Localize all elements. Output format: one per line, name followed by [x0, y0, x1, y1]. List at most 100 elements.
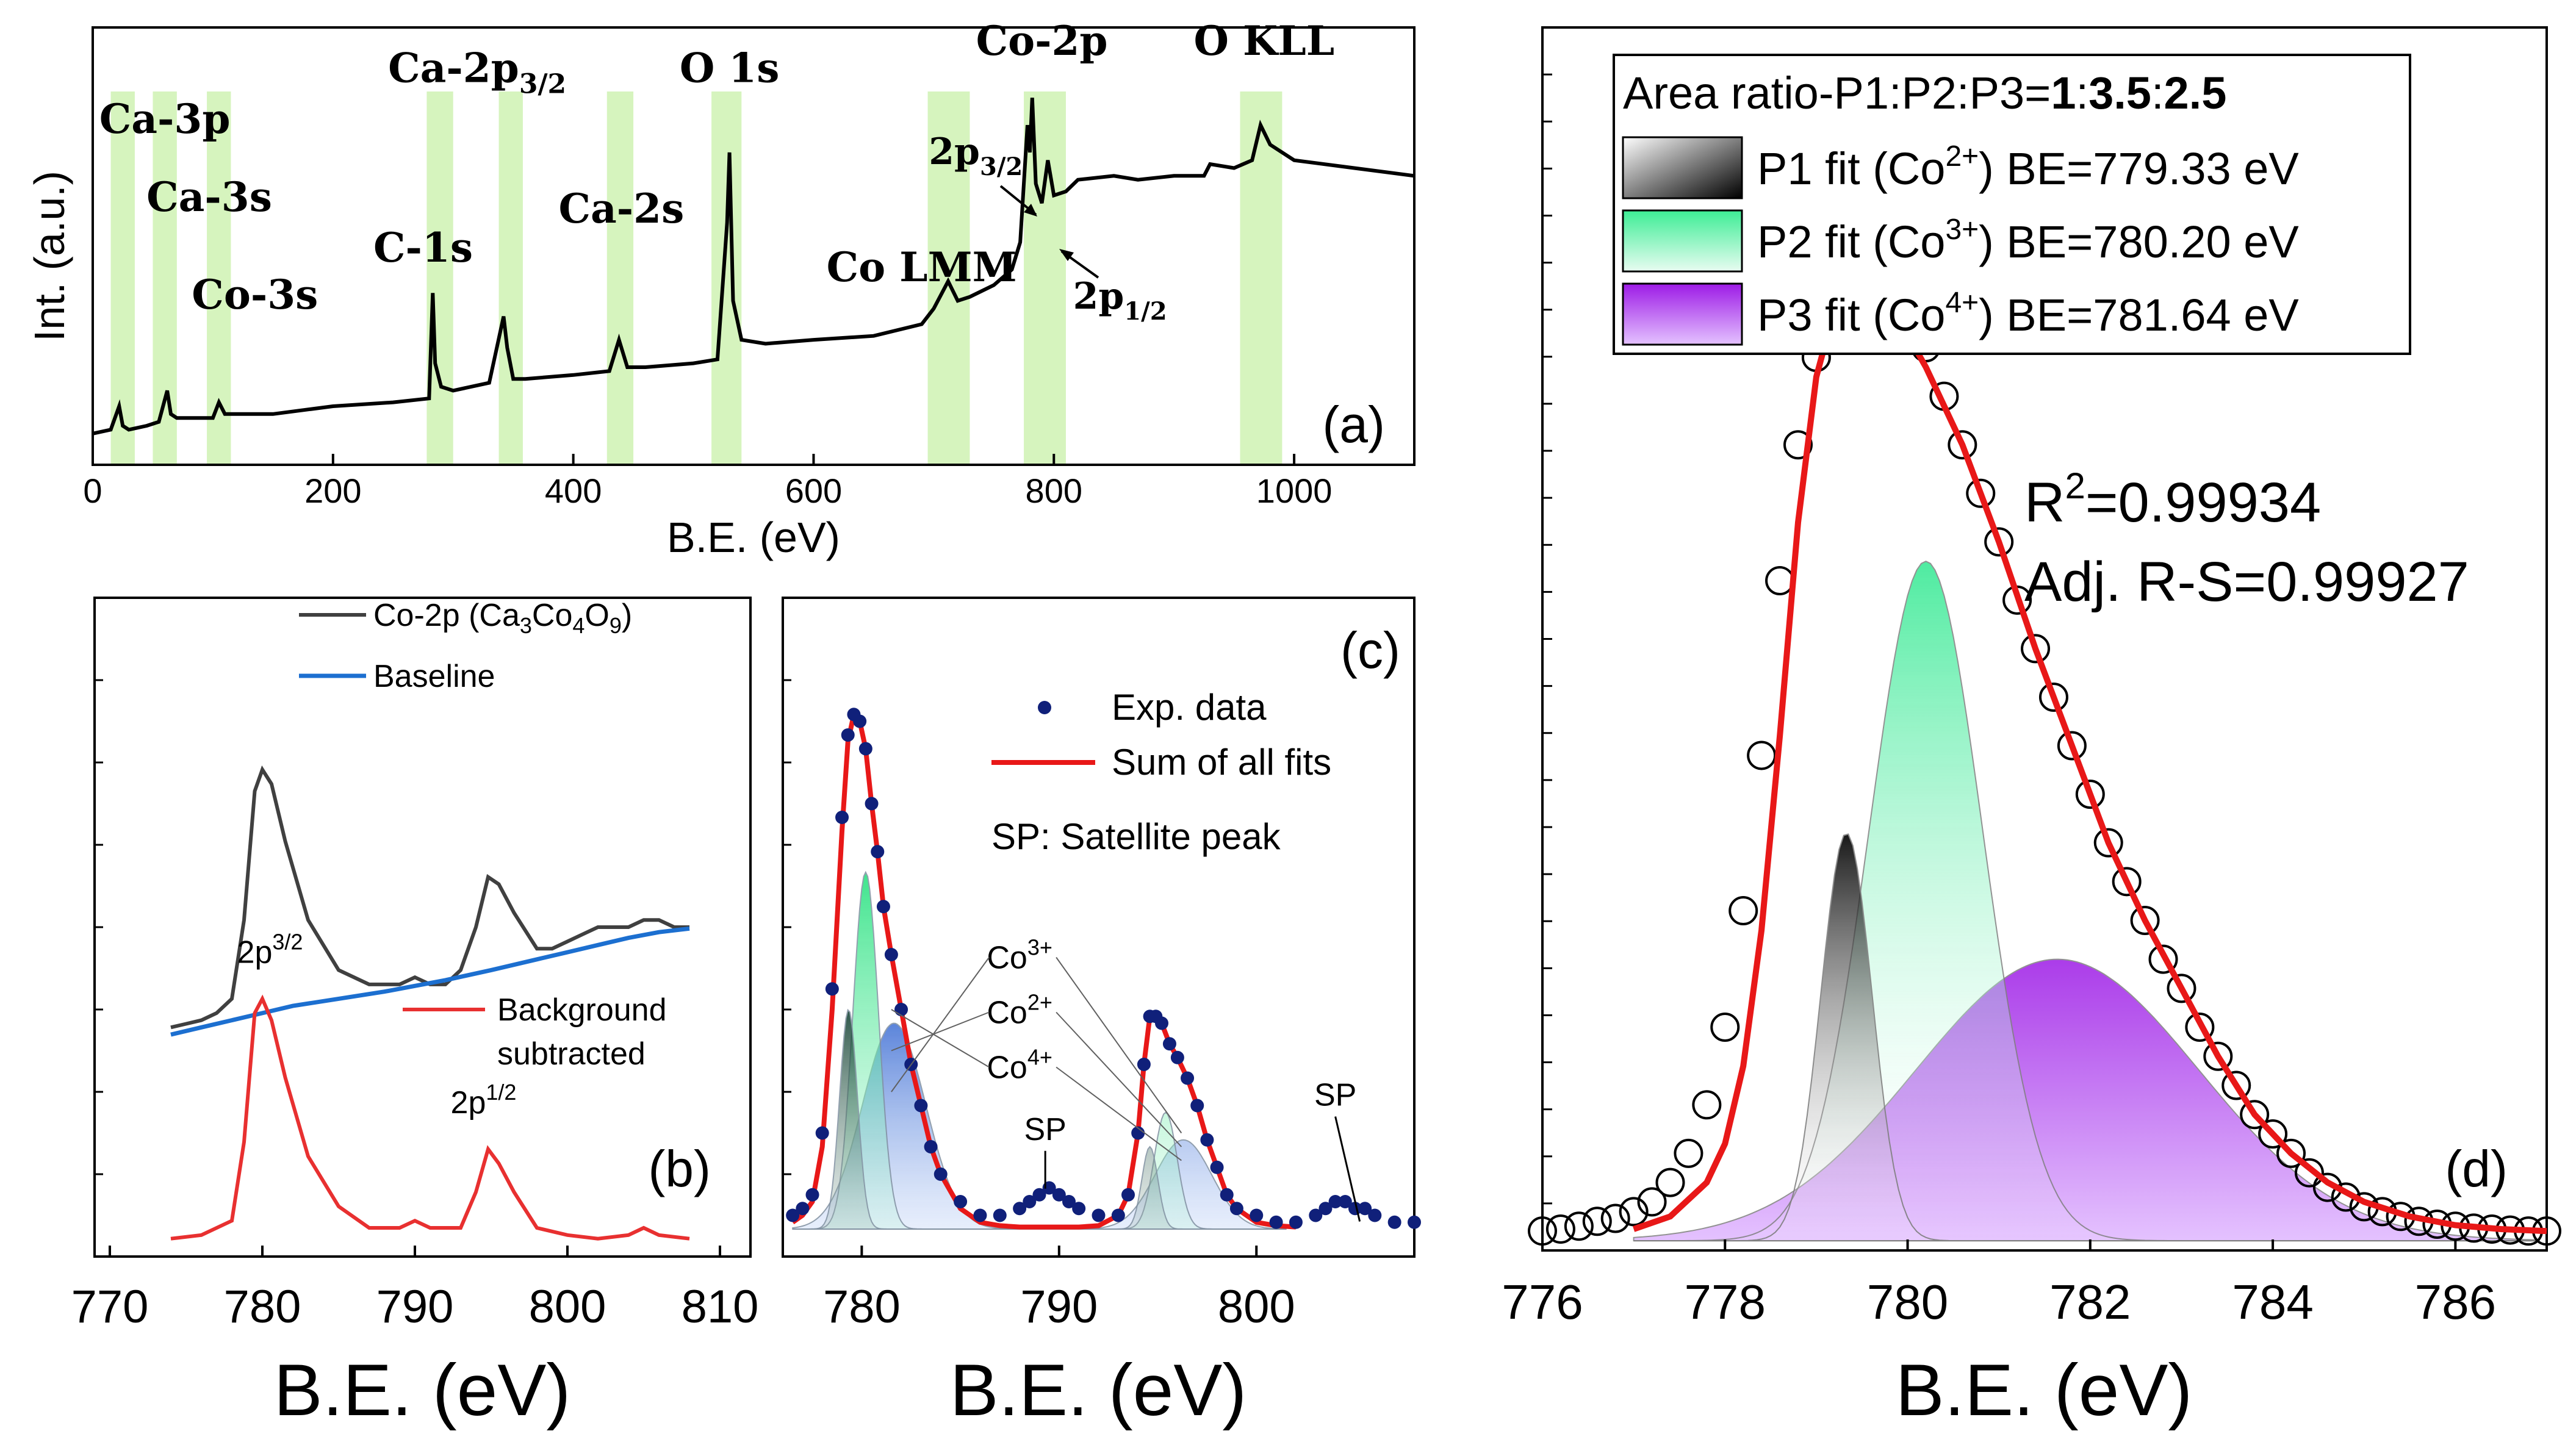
x-axis-ticks: 780 790 800: [783, 679, 1295, 1333]
exp-point: [1984, 527, 2014, 557]
exp-point: [876, 900, 890, 914]
panel-d-label: (d): [2445, 1140, 2508, 1197]
legend-frame: [1613, 54, 2411, 355]
orbital-label: 2p3/2: [237, 930, 303, 970]
exp-point: [1072, 1202, 1086, 1216]
exp-point: [2130, 905, 2160, 935]
highlight-bands: [110, 91, 1282, 464]
exp-point: [1966, 478, 1996, 508]
panel-c-fit: 780 790 800 Co3+ Co2+ Co4+ SP SP Exp. data Sum…: [782, 597, 1421, 1431]
exp-point: [2075, 780, 2105, 809]
x-tick-label: 800: [529, 1281, 606, 1333]
highlight-band: [1240, 91, 1282, 464]
x-tick-label: 1000: [1256, 472, 1333, 510]
exp-point: [835, 811, 849, 824]
exp-point: [1408, 1215, 1421, 1229]
subtracted-line: [170, 994, 690, 1241]
exp-point: [1637, 1187, 1667, 1217]
exp-point: [2021, 634, 2051, 664]
exp-point: [2221, 1070, 2251, 1100]
exp-point: [1674, 1138, 1703, 1168]
exp-point: [2057, 731, 2087, 761]
area-ratio-text: Area ratio-P1:P2:P3=1:3.5:2.5: [1623, 68, 2226, 118]
peak-label: Ca-3s: [146, 173, 272, 221]
panel-b-xlabel: B.E. (eV): [274, 1349, 571, 1431]
exp-point: [1121, 1188, 1135, 1202]
exp-point: [805, 1188, 819, 1202]
exp-point: [1210, 1160, 1224, 1174]
panel-b-background: 770 780 790 800 810 Co-2p (Ca3Co4O9) Baselin…: [71, 597, 758, 1431]
peak-annotations: Ca-3p Ca-3s Co-3s C-1s Ca-2p3/2 O 1s Ca-2s Co L…: [99, 17, 1334, 326]
exp-point: [2203, 1041, 2233, 1071]
species-annotations: Co3+ Co2+ Co4+ SP SP: [891, 935, 1361, 1222]
exp-point: [973, 1208, 987, 1222]
x-tick-label: 800: [1026, 472, 1082, 510]
x-tick-label: 200: [304, 472, 361, 510]
legend-box: Area ratio-P1:P2:P3=1:3.5:2.5 P1 fit (Co…: [1613, 54, 2411, 355]
panel-a-survey: 0 200 400 600 800 1000 Ca-3pCa-3sCo-3sC-1sCa-…: [26, 17, 1416, 561]
peak-label: C-1s: [373, 224, 473, 271]
x-axis-ticks: 770 780 790 800 810: [71, 679, 758, 1333]
highlight-band: [711, 91, 742, 464]
legend-subtracted-label2: subtracted: [497, 1036, 646, 1072]
x-tick-label: 800: [1218, 1281, 1295, 1333]
exp-point: [1318, 1202, 1333, 1216]
panel-a-label: (a): [1322, 396, 1385, 453]
exp-point: [871, 845, 885, 859]
exp-point: [1250, 1208, 1264, 1222]
exp-point: [894, 1003, 908, 1016]
exp-point: [1600, 1203, 1630, 1233]
peak-annotations: 2p3/2 2p1/2: [237, 930, 517, 1121]
exp-point: [1582, 1207, 1612, 1236]
legend-swatch-p2: [1622, 209, 1743, 273]
species-label: Co4+: [987, 1045, 1052, 1086]
exp-point: [2258, 1119, 2288, 1149]
component-area: [1633, 958, 2538, 1242]
exp-point: [2038, 682, 2068, 712]
exp-point: [1309, 1208, 1323, 1222]
peak-label: Ca-2p3/2: [388, 45, 566, 100]
exp-point: [1269, 1215, 1283, 1229]
exp-point: [865, 797, 879, 811]
exp-point: [853, 714, 867, 728]
x-tick-label: 786: [2415, 1275, 2496, 1329]
x-tick-label: 790: [376, 1281, 454, 1333]
exp-point: [1387, 1215, 1401, 1229]
baseline-line: [170, 926, 690, 1037]
exp-point: [2148, 944, 2178, 974]
species-label: Co3+: [987, 935, 1052, 976]
survey-spectrum-line: [92, 98, 1415, 436]
legend: Co-2p (Ca3Co4O9) Baseline Background sub…: [299, 598, 667, 1072]
x-tick-label: 0: [83, 472, 102, 510]
exp-point: [1062, 1195, 1076, 1208]
legend-baseline-label: Baseline: [373, 659, 495, 694]
panel-c-xlabel: B.E. (eV): [950, 1349, 1247, 1431]
peak-label: Ca-2s: [559, 185, 685, 232]
exp-point: [1655, 1167, 1685, 1197]
exp-point: [1328, 1195, 1342, 1208]
exp-point: [2185, 1013, 2215, 1042]
orbital-label: 2p1/2: [451, 1080, 517, 1121]
leader-line: [1056, 1011, 1182, 1147]
exp-point: [2240, 1100, 2270, 1130]
exp-point: [1765, 566, 1795, 596]
legend-subtracted-label: Background: [497, 992, 667, 1028]
exp-point: [1200, 1133, 1214, 1147]
orbital-label: 2p1/2: [1073, 275, 1167, 326]
x-tick-label: 780: [1867, 1275, 1948, 1329]
leader-line: [1056, 1066, 1182, 1161]
legend-p2-label: P2 fit (Co3+) BE=780.20 eV: [1757, 213, 2299, 267]
highlight-band: [498, 91, 523, 464]
exp-point: [884, 948, 898, 961]
arrowhead-2p12: [1059, 249, 1074, 261]
exp-point: [1111, 1208, 1125, 1222]
r-squared-text: R2=0.99934: [2024, 465, 2321, 534]
legend-sp-note: SP: Satellite peak: [991, 816, 1281, 857]
x-tick-label: 776: [1502, 1275, 1583, 1329]
legend: Exp. data Sum of all fits SP: Satellite …: [991, 687, 1331, 857]
x-tick-label: 780: [224, 1281, 301, 1333]
exp-point: [825, 982, 839, 996]
leader-line: [891, 956, 990, 1092]
peak-label: O KLL: [1194, 17, 1335, 65]
exp-point: [993, 1208, 1007, 1222]
